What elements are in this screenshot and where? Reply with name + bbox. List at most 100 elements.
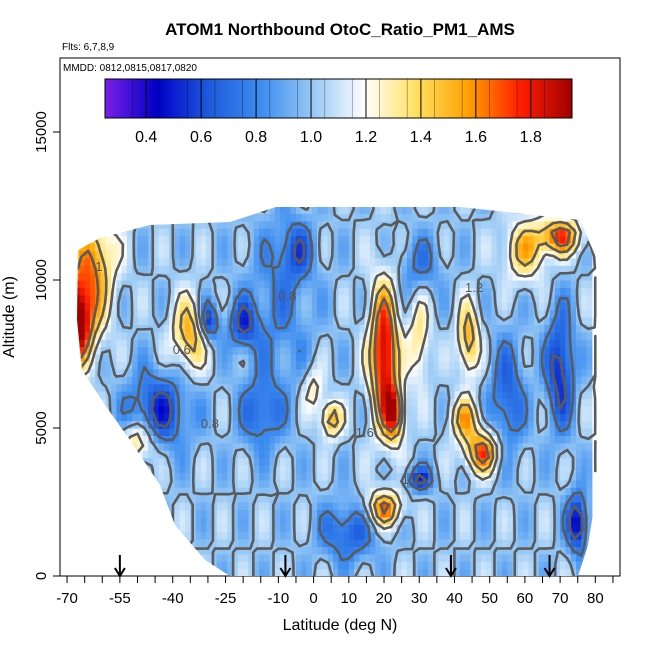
- data-cell: [253, 235, 260, 244]
- data-cell: [380, 398, 387, 407]
- data-cell: [216, 509, 223, 518]
- data-cell: [470, 428, 477, 436]
- data-cell: [280, 531, 286, 540]
- data-cell: [248, 509, 255, 518]
- data-cell: [544, 317, 551, 325]
- data-cell: [200, 398, 207, 407]
- data-cell: [296, 272, 302, 281]
- data-cell: [496, 516, 503, 525]
- data-cell: [380, 368, 387, 377]
- data-cell: [174, 309, 181, 318]
- data-cell: [137, 243, 144, 251]
- data-cell: [243, 376, 249, 385]
- data-cell: [359, 472, 366, 481]
- data-cell: [470, 287, 477, 296]
- data-cell: [95, 250, 102, 259]
- data-cell: [216, 361, 223, 370]
- data-cell: [111, 391, 117, 399]
- data-cell: [465, 413, 471, 422]
- data-cell: [105, 287, 112, 296]
- data-cell: [433, 487, 440, 496]
- data-cell: [174, 257, 181, 266]
- data-cell: [206, 539, 213, 547]
- data-cell: [502, 339, 508, 348]
- data-cell: [385, 213, 392, 222]
- data-cell: [486, 398, 493, 407]
- data-cell: [396, 487, 403, 496]
- data-cell: [438, 465, 445, 473]
- data-cell: [528, 376, 535, 385]
- data-cell: [264, 516, 271, 525]
- data-cell: [126, 272, 133, 281]
- data-cell: [216, 524, 223, 533]
- data-cell: [174, 450, 181, 459]
- data-cell: [111, 250, 117, 259]
- data-cell: [259, 398, 265, 407]
- data-cell: [549, 420, 556, 429]
- data-cell: [428, 280, 434, 288]
- data-cell: [570, 294, 577, 303]
- data-cell: [475, 479, 482, 488]
- data-cell: [512, 405, 519, 414]
- data-cell: [364, 450, 371, 459]
- data-cell: [475, 450, 482, 459]
- data-cell: [227, 457, 234, 466]
- data-cell: [190, 428, 197, 436]
- data-cell: [126, 265, 133, 274]
- data-cell: [259, 220, 265, 229]
- data-cell: [486, 479, 493, 488]
- data-cell: [232, 339, 239, 348]
- data-cell: [412, 428, 419, 436]
- data-cell: [502, 376, 508, 385]
- data-cell: [311, 302, 318, 311]
- data-cell: [364, 435, 371, 444]
- data-cell: [417, 220, 424, 229]
- data-cell: [232, 561, 239, 570]
- data-cell: [486, 457, 493, 466]
- data-cell: [317, 465, 323, 473]
- data-cell: [121, 405, 128, 414]
- data-cell: [475, 376, 482, 385]
- data-cell: [311, 265, 318, 274]
- data-cell: [570, 524, 577, 533]
- data-cell: [338, 435, 345, 444]
- data-cell: [391, 405, 397, 414]
- data-cell: [132, 243, 139, 251]
- data-cell: [406, 531, 413, 540]
- data-cell: [264, 428, 271, 436]
- data-cell: [549, 213, 556, 222]
- data-cell: [491, 413, 498, 422]
- data-cell: [523, 479, 529, 488]
- data-cell: [491, 435, 498, 444]
- data-cell: [222, 568, 228, 576]
- data-cell: [121, 331, 128, 340]
- data-cell: [274, 539, 281, 547]
- data-cell: [338, 235, 345, 244]
- data-cell: [89, 346, 96, 355]
- data-cell: [306, 280, 313, 288]
- data-cell: [153, 368, 160, 377]
- data-cell: [211, 243, 218, 251]
- data-cell: [290, 354, 297, 362]
- data-cell: [539, 531, 545, 540]
- data-cell: [264, 376, 271, 385]
- data-cell: [195, 428, 202, 436]
- data-cell: [576, 354, 582, 362]
- data-cell: [111, 376, 117, 385]
- data-cell: [364, 472, 371, 481]
- data-cell: [274, 368, 281, 377]
- data-cell: [528, 220, 535, 229]
- data-cell: [327, 213, 334, 222]
- data-cell: [433, 257, 440, 266]
- data-cell: [243, 568, 249, 576]
- data-cell: [148, 228, 154, 237]
- data-cell: [507, 220, 514, 229]
- data-cell: [200, 287, 207, 296]
- data-cell: [475, 339, 482, 348]
- data-cell: [401, 561, 408, 570]
- data-cell: [195, 457, 202, 466]
- data-cell: [512, 472, 519, 481]
- data-cell: [385, 420, 392, 429]
- data-cell: [259, 309, 265, 318]
- data-cell: [565, 405, 572, 414]
